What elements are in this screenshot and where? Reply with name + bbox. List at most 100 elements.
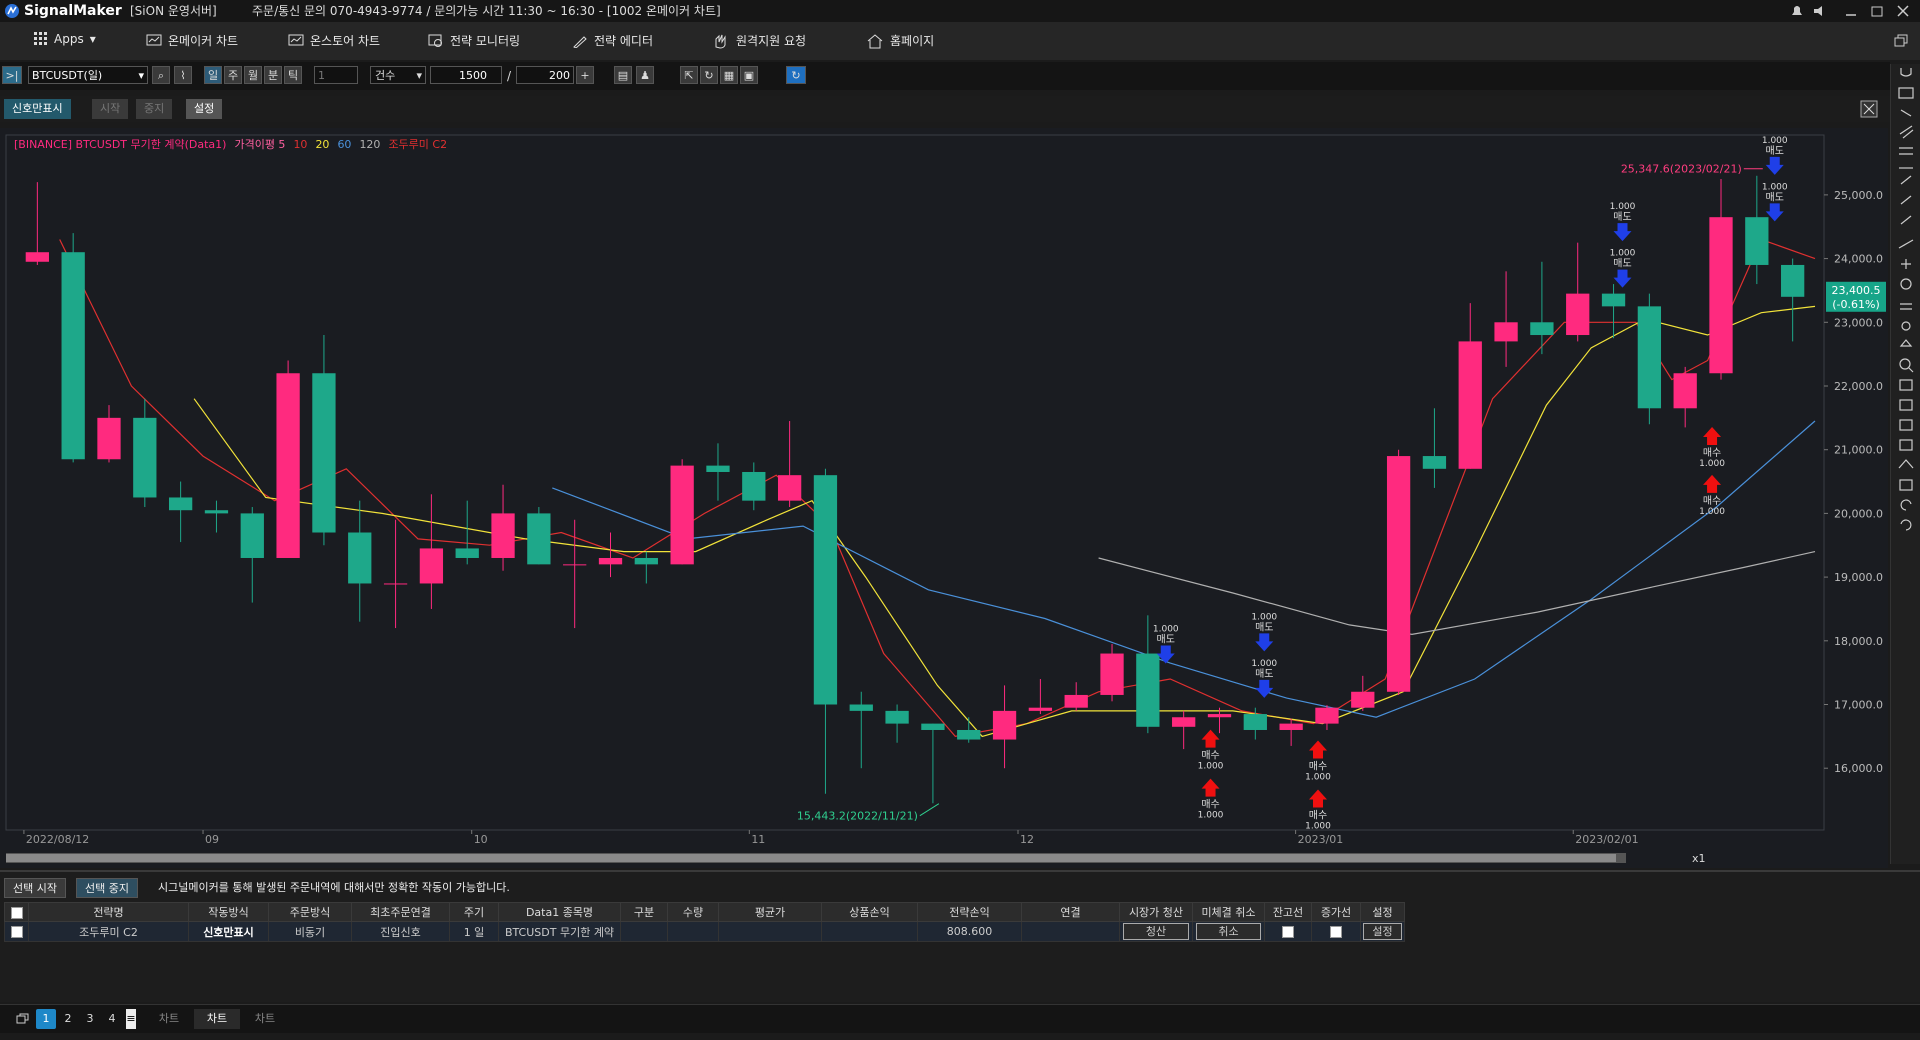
window-tab[interactable]: 차트 (158, 1012, 180, 1025)
signal-button[interactable]: 신호만표시 (4, 99, 71, 119)
count-input[interactable]: 1500 (430, 66, 502, 84)
panel-button[interactable]: 선택 시작 (4, 878, 66, 898)
header-cell: 주문방식 (268, 902, 352, 922)
visible-input[interactable]: 200 (516, 66, 574, 84)
strategy-table: 전략명 작동방식 주문방식 최초주문연결 주기 Data1 종목명 구분 수량 평균가 상품손익 전… (4, 902, 1405, 942)
buy-signal (1703, 474, 1722, 493)
tool-button[interactable]: ↻ (700, 66, 718, 84)
period-button[interactable]: 월 (244, 66, 262, 84)
candle-body (240, 513, 264, 558)
y-tick-label: 21,000.0 (1834, 444, 1883, 457)
search-button[interactable]: ⌕ (152, 66, 170, 84)
symbol-select[interactable]: BTCUSDT(일) ▾ (28, 66, 148, 84)
menu-item[interactable]: 원격지원 요청 (712, 32, 806, 49)
signal-side: 매도 (1766, 145, 1784, 157)
tool-button[interactable]: ⇱ (680, 66, 698, 84)
candle-body (957, 729, 981, 740)
menu-item[interactable]: 전략 모니터링 (428, 32, 520, 49)
panel-button[interactable]: 선택 중지 (76, 878, 138, 898)
candle-body (1100, 653, 1124, 695)
menu-item[interactable]: 온스토어 차트 (288, 32, 380, 49)
menu-item[interactable]: 전략 에디터 (572, 32, 653, 49)
cell-text: BTCUSDT 무기한 계약 (504, 925, 615, 939)
buy-signal (1703, 427, 1722, 446)
window-icon[interactable] (16, 1013, 30, 1025)
sell-signal (1255, 679, 1274, 698)
chart-type-button[interactable]: ⌇ (174, 66, 192, 84)
tool-button[interactable]: ♟ (636, 66, 654, 84)
refresh-button[interactable]: ↻ (786, 66, 806, 84)
candle-body (1709, 217, 1733, 374)
chart: 매도1.000 매도1.000매도1.000매도1.000매도1.000매도1.0… (0, 128, 1888, 868)
interval-input[interactable]: 1 (314, 66, 358, 84)
signal-button[interactable]: 중지 (136, 99, 173, 119)
page-tab[interactable]: 3 (86, 1012, 94, 1025)
cell-text: 808.600 (946, 925, 993, 938)
candle-body (1136, 653, 1160, 727)
y-tick-label: 24,000.0 (1834, 253, 1883, 266)
cell: 설정 (1360, 921, 1405, 942)
drawing-tools[interactable] (1891, 64, 1920, 864)
header-row: 전략명 작동방식 주문방식 최초주문연결 주기 Data1 종목명 구분 수량 평균가 상품손익 전… (4, 902, 1405, 922)
menu-item[interactable]: Apps ▾ (34, 32, 96, 46)
signal-button[interactable]: 시작 (92, 99, 129, 119)
header-cell: 작동방식 (188, 902, 269, 922)
signal-side: 매수 (1309, 760, 1327, 772)
menu-label: 전략 에디터 (594, 34, 654, 48)
tool-button[interactable]: ▣ (740, 66, 758, 84)
cell-button[interactable]: 설정 (1362, 923, 1403, 940)
collapse-button[interactable]: >| (2, 66, 22, 84)
y-tick-label: 16,000.0 (1834, 762, 1883, 775)
tool-button[interactable]: ▤ (614, 66, 632, 84)
menu-item[interactable]: 온메이커 차트 (146, 32, 238, 49)
cell-button[interactable]: 취소 (1196, 923, 1261, 940)
page-menu[interactable]: ≡ (126, 1009, 136, 1029)
annotation-label: 15,443.2(2022/11/21) (797, 810, 918, 823)
x-tick-label: 11 (751, 833, 765, 846)
cell (1021, 921, 1120, 942)
header-cell: 잔고선 (1264, 902, 1312, 922)
notice: 주문/통신 문의 070-4943-9774 / 문의가능 시간 11:30 ~… (252, 4, 721, 18)
window-tab[interactable]: 차트 (194, 1009, 240, 1029)
moving-average (552, 420, 1816, 718)
candle-body (1172, 717, 1196, 727)
plot-frame (5, 134, 1825, 831)
page-tab[interactable]: 4 (108, 1012, 116, 1025)
maximize-chart[interactable] (1860, 100, 1878, 118)
buy-signal (1201, 729, 1220, 748)
cell-button[interactable]: 청산 (1123, 923, 1189, 940)
candle-body (383, 583, 408, 585)
x-tick-label: 2023/01 (1298, 833, 1344, 846)
window-tab[interactable]: 차트 (254, 1012, 276, 1025)
header-cell: 수량 (667, 902, 719, 922)
page-tab[interactable]: 2 (64, 1012, 72, 1025)
signal-bar: 신호만표시 시작 중지 설정 (0, 96, 1890, 122)
window-restore[interactable] (1893, 33, 1909, 49)
scroll-thumb (6, 854, 1616, 862)
strategy-row[interactable]: 조두루미 C2 신호만표시 비동기 진입신호 1 일 BTCUSDT 무기한 계약 808.… (4, 921, 1405, 942)
legend-entry: 120 (359, 138, 380, 151)
period-button[interactable]: 주 (224, 66, 242, 84)
period-button[interactable]: 분 (264, 66, 282, 84)
legend-entry: 20 (315, 138, 329, 151)
candle-body (1673, 373, 1697, 409)
signal-button[interactable]: 설정 (186, 99, 223, 119)
row-check[interactable] (4, 921, 29, 942)
count-mode-select[interactable]: 건수 ▾ (370, 66, 426, 84)
candle-body (133, 417, 157, 498)
cell (1311, 921, 1361, 942)
menu-item[interactable]: 홈페이지 (866, 32, 934, 49)
drawing-toolbar (1890, 64, 1920, 864)
period-button[interactable]: 일 (204, 66, 222, 84)
tool-button[interactable]: ▦ (720, 66, 738, 84)
header-cell: 설정 (1360, 902, 1405, 922)
last-price-change: (-0.61%) (1832, 298, 1880, 311)
page-tab[interactable]: 1 (36, 1009, 56, 1029)
period-button[interactable]: 틱 (284, 66, 302, 84)
apply-button[interactable]: + (576, 66, 594, 84)
sell-signal (1765, 156, 1784, 175)
window-controls[interactable] (1790, 3, 1915, 19)
cell: 취소 (1192, 921, 1265, 942)
header-cell: 최초주문연결 (351, 902, 450, 922)
candle-body (168, 497, 193, 511)
